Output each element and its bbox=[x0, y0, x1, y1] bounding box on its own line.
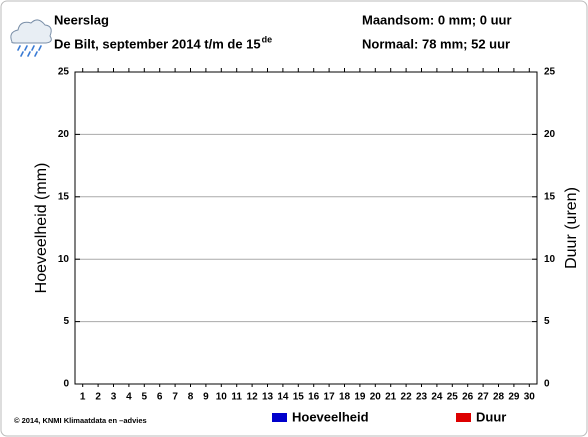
x-tick-label: 3 bbox=[111, 392, 117, 403]
y-tick-label: 25 bbox=[58, 67, 70, 78]
y2-tick-label: 0 bbox=[544, 379, 550, 390]
x-tick-label: 28 bbox=[493, 392, 505, 403]
x-tick-label: 9 bbox=[203, 392, 209, 403]
x-tick-label: 5 bbox=[142, 392, 148, 403]
x-tick-label: 25 bbox=[447, 392, 459, 403]
plot-frame bbox=[74, 71, 538, 385]
x-tick-label: 18 bbox=[339, 392, 351, 403]
y2-axis-title: Duur (uren) bbox=[563, 187, 580, 269]
x-tick-label: 16 bbox=[308, 392, 320, 403]
x-tick-label: 8 bbox=[188, 392, 194, 403]
x-tick-label: 27 bbox=[478, 392, 490, 403]
source: © 2014, KNMI Klimaatdata en –advies bbox=[14, 416, 147, 425]
x-tick-label: 2 bbox=[95, 392, 101, 403]
y-tick-label: 5 bbox=[63, 316, 69, 327]
x-tick-label: 17 bbox=[324, 392, 336, 403]
x-tick-label: 22 bbox=[401, 392, 413, 403]
x-tick-label: 21 bbox=[385, 392, 397, 403]
x-tick-label: 14 bbox=[277, 392, 289, 403]
x-tick-label: 12 bbox=[247, 392, 259, 403]
legend-label: Duur bbox=[476, 409, 506, 424]
x-tick-label: 23 bbox=[416, 392, 428, 403]
y2-tick-label: 15 bbox=[544, 191, 556, 202]
x-tick-label: 7 bbox=[172, 392, 178, 403]
y-tick-label: 0 bbox=[63, 379, 69, 390]
y2-tick-label: 20 bbox=[544, 129, 556, 140]
y-axis-title: Hoeveelheid (mm) bbox=[33, 163, 50, 294]
legend-swatch bbox=[456, 413, 471, 422]
x-tick-label: 19 bbox=[354, 392, 366, 403]
weather-icon bbox=[10, 19, 52, 57]
x-tick-label: 6 bbox=[157, 392, 163, 403]
x-tick-label: 29 bbox=[508, 392, 520, 403]
y-tick-label: 20 bbox=[58, 129, 70, 140]
x-tick-label: 24 bbox=[431, 392, 443, 403]
x-tick-label: 20 bbox=[370, 392, 382, 403]
x-tick-label: 4 bbox=[126, 392, 132, 403]
x-tick-label: 10 bbox=[216, 392, 228, 403]
legend-label: Hoeveelheid bbox=[292, 409, 369, 424]
x-tick-label: 1 bbox=[80, 392, 86, 403]
annotation: Maandsom: 0 mm; 0 uur bbox=[362, 12, 512, 27]
title: Neerslag bbox=[54, 12, 109, 27]
subtitle-sup: de bbox=[262, 34, 273, 44]
y-tick-label: 15 bbox=[58, 191, 70, 202]
annotation: Normaal: 78 mm; 52 uur bbox=[362, 36, 510, 51]
legend-swatch bbox=[272, 413, 287, 422]
x-tick-label: 15 bbox=[293, 392, 305, 403]
subtitle: De Bilt, september 2014 t/m de 15 bbox=[54, 36, 261, 51]
x-tick-label: 30 bbox=[524, 392, 536, 403]
x-tick-label: 13 bbox=[262, 392, 274, 403]
x-tick-label: 11 bbox=[231, 392, 242, 403]
x-tick-label: 26 bbox=[462, 392, 474, 403]
y2-tick-label: 5 bbox=[544, 316, 550, 327]
y2-tick-label: 25 bbox=[544, 67, 556, 78]
y-tick-label: 10 bbox=[58, 254, 70, 265]
y2-tick-label: 10 bbox=[544, 254, 556, 265]
